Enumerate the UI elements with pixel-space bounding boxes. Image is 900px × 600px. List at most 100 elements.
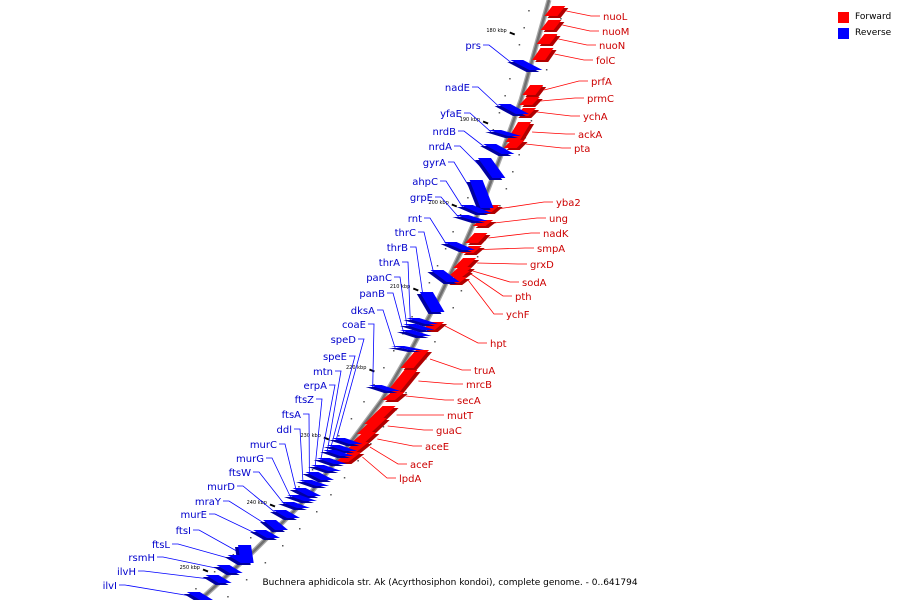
reverse-gene-label[interactable]: thrB — [387, 243, 408, 254]
forward-leader — [470, 273, 512, 297]
forward-gene-label[interactable]: ychF — [506, 310, 530, 321]
forward-gene-label[interactable]: smpA — [537, 244, 565, 255]
forward-gene-label[interactable]: lpdA — [399, 474, 421, 485]
reverse-gene-label[interactable]: ahpC — [412, 177, 438, 188]
reverse-gene-block-shadow — [320, 452, 351, 458]
reverse-gene-block-shadow — [308, 467, 339, 473]
reverse-leader — [440, 180, 465, 210]
reverse-gene-label[interactable]: thrA — [379, 258, 400, 269]
reverse-gene-label[interactable]: ilvH — [117, 567, 136, 578]
forward-gene-label[interactable]: guaC — [436, 426, 462, 437]
reverse-leader — [138, 570, 210, 580]
minor-tick — [541, 86, 543, 88]
forward-gene-label[interactable]: yba2 — [556, 198, 581, 209]
reverse-leader — [472, 86, 502, 110]
reverse-gene-block — [477, 158, 506, 178]
reverse-gene-label[interactable]: nrdB — [433, 127, 457, 138]
forward-gene-label[interactable]: sodA — [522, 278, 547, 289]
reverse-gene-label[interactable]: nrdA — [429, 142, 453, 153]
minor-tick — [528, 10, 530, 12]
reverse-gene-label[interactable]: speD — [331, 335, 357, 346]
forward-gene-label[interactable]: mutT — [447, 411, 474, 422]
forward-gene-label[interactable]: pta — [574, 144, 590, 155]
forward-gene-label[interactable]: prfA — [591, 77, 612, 88]
minor-tick — [434, 341, 436, 343]
reverse-gene-label[interactable]: nadE — [445, 83, 470, 94]
reverse-gene-label[interactable]: ftsW — [229, 468, 251, 479]
reverse-gene-label[interactable]: ftsA — [282, 410, 301, 421]
forward-gene-block — [532, 48, 554, 60]
reverse-leader — [209, 513, 258, 535]
reverse-gene-label[interactable]: grpE — [410, 193, 433, 204]
reverse-gene-label[interactable]: prs — [465, 41, 481, 52]
reverse-leader — [410, 246, 425, 303]
forward-gene-label[interactable]: grxD — [530, 260, 554, 271]
forward-gene-label[interactable]: aceF — [410, 460, 434, 471]
forward-gene-label[interactable]: pth — [515, 292, 532, 303]
reverse-gene-label[interactable]: ddl — [277, 425, 292, 436]
reverse-gene-block — [323, 450, 354, 456]
reverse-gene-label[interactable]: erpA — [304, 381, 328, 392]
reverse-gene-block — [287, 495, 317, 501]
reverse-gene-label[interactable]: mraY — [195, 497, 222, 508]
minor-tick — [498, 112, 501, 114]
reverse-gene-label[interactable]: panC — [366, 273, 392, 284]
reverse-gene-label[interactable]: gyrA — [423, 158, 446, 169]
legend-reverse: Reverse — [838, 25, 891, 41]
forward-gene-label[interactable]: ung — [549, 214, 568, 225]
reverse-gene-label[interactable]: coaE — [342, 320, 366, 331]
forward-gene-label[interactable]: nuoN — [599, 41, 625, 52]
reverse-gene-label[interactable]: ftsZ — [295, 395, 314, 406]
reverse-gene-block-shadow — [485, 132, 519, 138]
forward-gene-label[interactable]: secA — [457, 396, 481, 407]
minor-tick — [518, 154, 520, 156]
forward-gene-label[interactable]: hpt — [490, 339, 507, 350]
reverse-gene-label[interactable]: panB — [359, 289, 385, 300]
forward-gene-label[interactable]: nadK — [543, 229, 569, 240]
reverse-leader — [394, 276, 408, 328]
forward-gene-label[interactable]: ychA — [583, 112, 608, 123]
reverse-gene-label[interactable]: murC — [250, 440, 277, 451]
reverse-gene-label[interactable]: yfaE — [440, 109, 462, 120]
reverse-gene-block — [273, 510, 300, 518]
reverse-gene-block — [216, 565, 243, 573]
leader-layer — [119, 10, 600, 597]
reverse-gene-label[interactable]: mtn — [313, 367, 333, 378]
reverse-gene-label[interactable]: speE — [323, 352, 347, 363]
tick-label: 250 kbp — [180, 565, 200, 571]
forward-leader — [362, 456, 396, 479]
forward-gene-label[interactable]: nuoL — [603, 12, 628, 23]
forward-gene-block — [449, 271, 470, 277]
tick-mark — [451, 203, 458, 208]
reverse-gene-label[interactable]: murG — [236, 454, 264, 465]
reverse-gene-block-shadow — [296, 482, 327, 488]
forward-gene-label[interactable]: aceE — [425, 442, 449, 453]
reverse-gene-label[interactable]: thrC — [395, 228, 416, 239]
reverse-gene-label[interactable]: murE — [180, 510, 207, 521]
reverse-leader — [335, 338, 365, 442]
minor-tick — [492, 129, 495, 131]
legend-reverse-label: Reverse — [855, 28, 892, 38]
reverse-gene-block — [455, 215, 488, 221]
reverse-gene-label[interactable]: dksA — [351, 306, 375, 317]
tick-label: 210 kbp — [390, 284, 410, 290]
reverse-gene-label[interactable]: murD — [207, 482, 235, 493]
reverse-gene-label[interactable]: ilvI — [103, 581, 117, 592]
forward-gene-label[interactable]: mrcB — [466, 380, 492, 391]
forward-gene-label[interactable]: truA — [474, 366, 495, 377]
reverse-leader — [483, 44, 515, 66]
reverse-gene-label[interactable]: rsmH — [128, 553, 155, 564]
forward-gene-label[interactable]: prmC — [587, 94, 614, 105]
forward-gene-label[interactable]: folC — [596, 56, 615, 67]
minor-tick — [460, 290, 463, 292]
reverse-gene-label[interactable]: rnt — [408, 214, 422, 225]
forward-gene-label[interactable]: ackA — [578, 130, 602, 141]
reverse-gene-label[interactable]: ftsI — [176, 526, 191, 537]
reverse-leader — [253, 471, 286, 506]
forward-gene-label[interactable]: nuoM — [602, 27, 629, 38]
reverse-gene-label[interactable]: ftsL — [152, 540, 170, 551]
minor-tick — [338, 435, 340, 437]
forward-leader — [387, 425, 433, 431]
